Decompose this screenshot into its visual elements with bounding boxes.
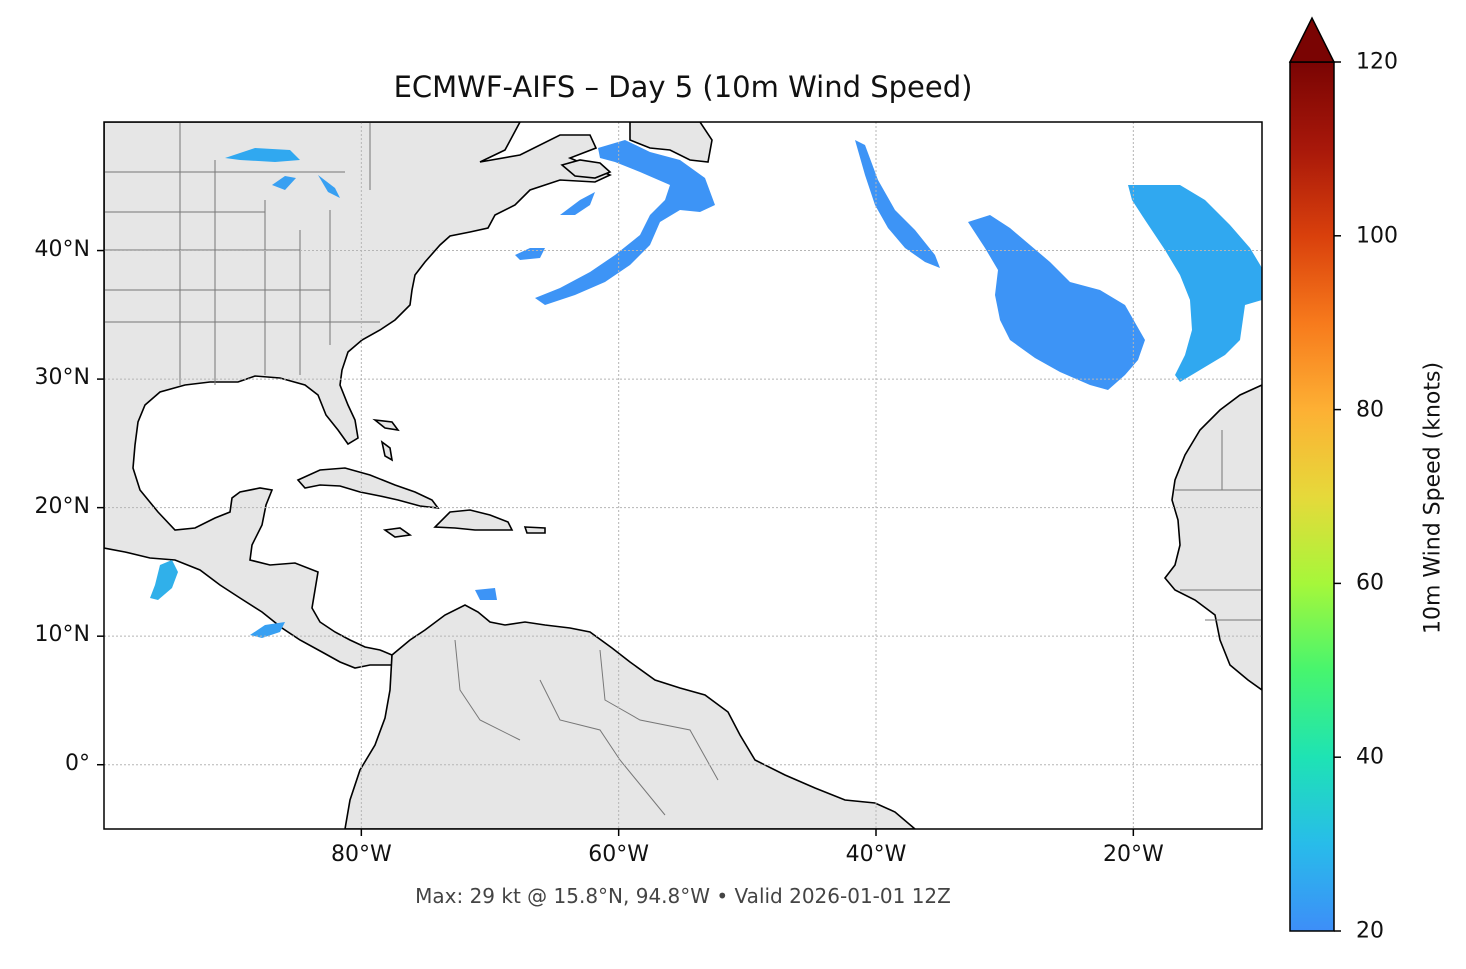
wind-patch-midatlantic-streak bbox=[855, 140, 940, 268]
lon-tick-label: 40°W bbox=[845, 842, 907, 867]
map-area bbox=[104, 122, 1262, 829]
map-title: ECMWF-AIFS – Day 5 (10m Wind Speed) bbox=[393, 70, 973, 104]
colorbar-body bbox=[1289, 61, 1335, 932]
wind-patch-nova-scotia-1 bbox=[535, 140, 715, 305]
lon-tick-label: 60°W bbox=[588, 842, 650, 867]
colorbar bbox=[1288, 16, 1341, 932]
colorbar-extend-arrow bbox=[1288, 16, 1336, 63]
wind-patch-papagayo bbox=[250, 622, 285, 638]
land-africa bbox=[1163, 384, 1262, 691]
lat-tick-label: 0° bbox=[65, 750, 90, 776]
wind-shading bbox=[150, 140, 1262, 638]
wind-patch-tehuantepec bbox=[150, 560, 178, 600]
colorbar-tick-label: 80 bbox=[1356, 397, 1384, 423]
colorbar-tick-label: 20 bbox=[1356, 918, 1384, 944]
lon-tick-label: 20°W bbox=[1102, 842, 1164, 867]
land-newfoundland bbox=[560, 159, 612, 179]
land-cuba bbox=[296, 467, 440, 509]
wind-patch-great-lakes bbox=[225, 148, 300, 162]
colorbar-tick-marks bbox=[1334, 61, 1341, 932]
lat-tick-label: 10°N bbox=[34, 622, 90, 648]
lat-tick-label: 40°N bbox=[34, 236, 90, 262]
lat-tick-label: 20°N bbox=[34, 493, 90, 519]
wind-patch-caribbean bbox=[475, 588, 497, 600]
colorbar-tick-label: 60 bbox=[1356, 570, 1384, 596]
land-bahamas bbox=[372, 418, 400, 462]
wind-patch-nova-scotia-2 bbox=[560, 192, 595, 215]
map-frame bbox=[103, 121, 1263, 830]
land-hispaniola bbox=[433, 509, 514, 531]
wind-patch-canary bbox=[1128, 185, 1262, 382]
land-puerto-rico bbox=[523, 526, 546, 534]
land-greenland-edge bbox=[629, 122, 713, 163]
wind-patch-lake-michigan bbox=[272, 176, 296, 190]
land-south-america bbox=[344, 604, 917, 829]
lon-tick-label: 80°W bbox=[330, 842, 392, 867]
axis-ticks bbox=[97, 249, 1135, 836]
land-jamaica bbox=[382, 527, 413, 538]
colorbar-tick-label: 40 bbox=[1356, 744, 1384, 770]
land-north-america bbox=[104, 122, 612, 669]
lat-tick-label: 30°N bbox=[34, 365, 90, 391]
colorbar-tick-label: 120 bbox=[1356, 49, 1398, 75]
gridlines bbox=[104, 122, 1262, 829]
wind-patch-lake-huron bbox=[318, 175, 340, 198]
state-borders bbox=[104, 122, 1262, 816]
colorbar-tick-label: 100 bbox=[1356, 223, 1398, 249]
wind-patch-east-atlantic bbox=[968, 215, 1145, 390]
colorbar-label: 10m Wind Speed (knots) bbox=[1420, 361, 1446, 635]
footer-info: Max: 29 kt @ 15.8°N, 94.8°W • Valid 2026… bbox=[415, 884, 951, 908]
